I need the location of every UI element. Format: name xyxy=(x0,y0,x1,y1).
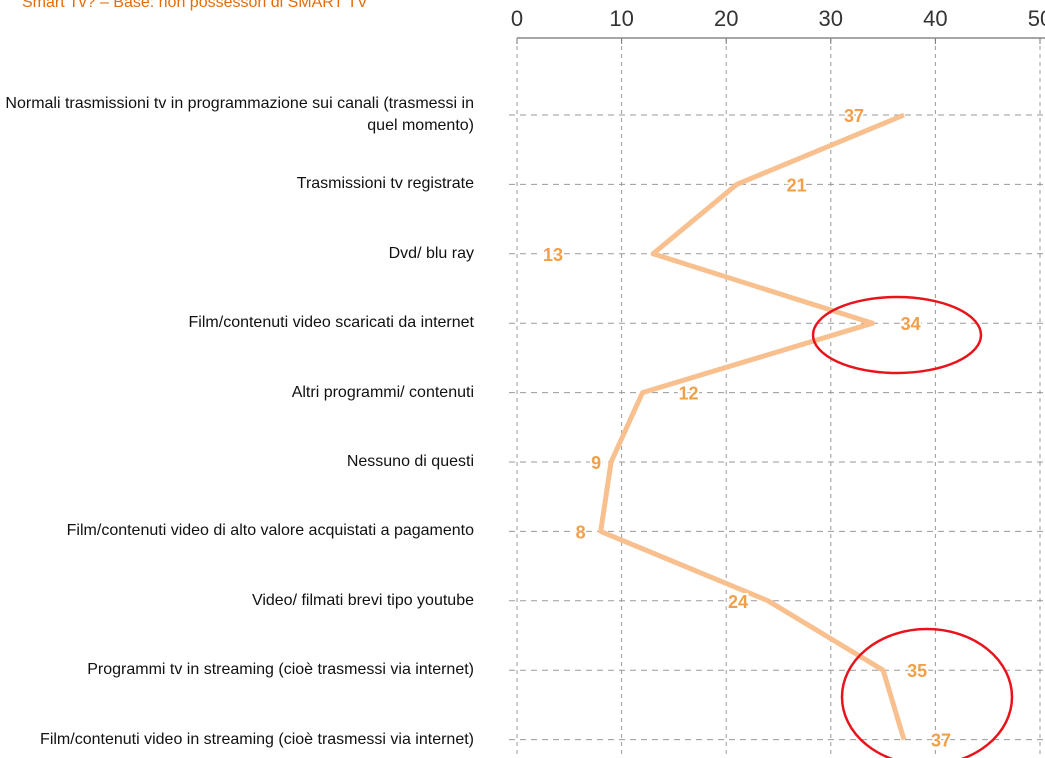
data-label: 37 xyxy=(931,731,951,751)
data-label: 24 xyxy=(728,592,748,612)
category-label: Film/contenuti video di alto valore acqu… xyxy=(66,522,474,540)
highlight-ellipse xyxy=(811,295,983,375)
data-label: 34 xyxy=(901,314,921,334)
x-tick-label: 20 xyxy=(714,6,738,31)
category-label: Film/contenuti video scaricati da intern… xyxy=(188,314,474,332)
data-label: 12 xyxy=(679,384,699,404)
highlight-ellipse xyxy=(840,627,1014,758)
category-label: Film/contenuti video in streaming (cioè … xyxy=(40,730,474,748)
category-label: Programmi tv in streaming (cioè trasmess… xyxy=(87,661,474,679)
data-line xyxy=(598,112,907,741)
chart-title: Smart Tv? – Base: non possessori di SMAR… xyxy=(22,0,368,11)
plot: 0 10 20 30 40 50 37 21 13 34 12 9 8 24 35 37 xyxy=(509,6,1045,758)
data-label: 35 xyxy=(907,661,927,681)
data-label: 13 xyxy=(543,245,563,265)
category-label: Normali trasmissioni tv in programmazion… xyxy=(5,95,474,134)
category-label: Altri programmi/ contenuti xyxy=(291,383,474,401)
data-label: 21 xyxy=(787,175,807,195)
category-label: Nessuno di questi xyxy=(346,453,474,470)
x-tick-label: 40 xyxy=(923,6,947,31)
data-label: 8 xyxy=(576,522,586,542)
x-tick-label: 50 xyxy=(1028,6,1045,31)
category-label: Dvd/ blu ray xyxy=(388,244,474,262)
x-tick-label: 30 xyxy=(819,6,843,31)
category-label: Trasmissioni tv registrate xyxy=(296,175,474,193)
category-label: Video/ filmati brevi tipo youtube xyxy=(251,591,474,609)
x-tick-label: 0 xyxy=(511,6,523,31)
x-tick-label: 10 xyxy=(609,6,633,31)
data-label: 37 xyxy=(844,106,864,126)
data-label: 9 xyxy=(591,453,601,473)
